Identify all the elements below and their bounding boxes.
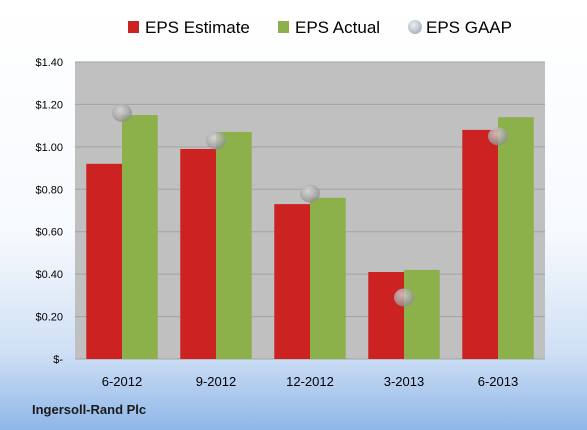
x-tick-label: 6-2012 bbox=[102, 374, 142, 389]
marker-eps-gaap bbox=[112, 103, 132, 122]
x-axis: 6-2012 9-2012 12-2012 3-2013 6-2013 bbox=[102, 374, 518, 389]
bar-eps-actual bbox=[122, 115, 158, 360]
gaap-markers bbox=[112, 103, 508, 307]
y-tick-label: $0.40 bbox=[35, 269, 63, 281]
y-tick-label: $0.60 bbox=[35, 227, 63, 239]
company-name: Ingersoll-Rand Plc bbox=[32, 402, 147, 417]
marker-eps-gaap bbox=[300, 184, 320, 203]
legend-swatch bbox=[128, 21, 139, 33]
x-tick-label: 12-2012 bbox=[286, 374, 334, 389]
bar-eps-estimate bbox=[462, 129, 498, 359]
legend-label: EPS Estimate bbox=[145, 18, 250, 37]
y-tick-label: $- bbox=[53, 354, 63, 366]
y-tick-label: $0.20 bbox=[35, 312, 63, 324]
y-tick-label: $1.40 bbox=[35, 57, 63, 69]
legend-label: EPS Actual bbox=[295, 18, 380, 37]
marker-eps-gaap bbox=[394, 288, 414, 307]
bar-eps-estimate bbox=[274, 204, 310, 359]
x-tick-label: 3-2013 bbox=[384, 374, 424, 389]
legend: EPS Estimate EPS Actual EPS GAAP bbox=[128, 18, 512, 37]
bar-eps-estimate bbox=[368, 272, 404, 359]
legend-label: EPS GAAP bbox=[426, 18, 512, 37]
bar-eps-actual bbox=[498, 117, 534, 360]
bar-eps-actual bbox=[310, 197, 346, 359]
bar-eps-estimate bbox=[180, 148, 216, 359]
y-tick-label: $1.20 bbox=[35, 99, 63, 111]
legend-swatch bbox=[408, 20, 422, 34]
y-tick-label: $0.80 bbox=[35, 184, 63, 196]
x-tick-label: 6-2013 bbox=[478, 374, 518, 389]
marker-eps-gaap bbox=[206, 131, 226, 150]
legend-swatch bbox=[278, 21, 289, 33]
marker-eps-gaap bbox=[488, 127, 508, 146]
bar-eps-actual bbox=[404, 269, 440, 359]
bar-eps-actual bbox=[216, 132, 252, 359]
bars bbox=[86, 115, 534, 360]
y-axis: $- $0.20 $0.40 $0.60 $0.80 $1.00 $1.20 $1.40 bbox=[35, 57, 63, 366]
bar-eps-estimate bbox=[86, 163, 122, 359]
x-tick-label: 9-2012 bbox=[196, 374, 236, 389]
y-tick-label: $1.00 bbox=[35, 142, 63, 154]
